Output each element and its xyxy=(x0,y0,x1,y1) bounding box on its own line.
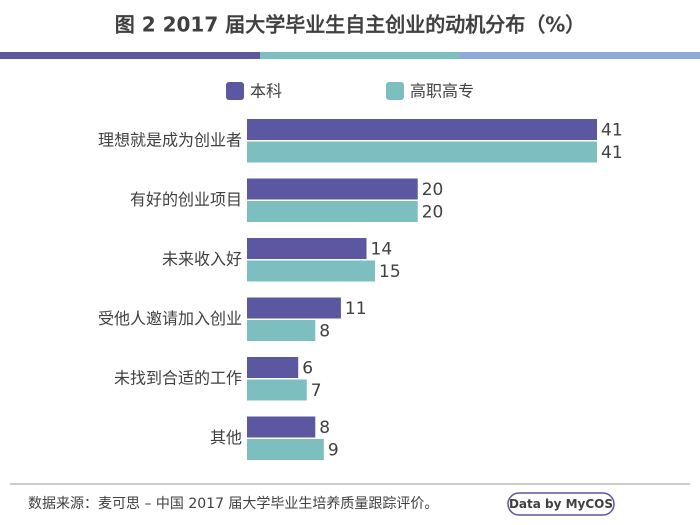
bar xyxy=(247,238,367,259)
bar xyxy=(247,439,324,460)
bar xyxy=(247,416,316,438)
title-stripe xyxy=(260,52,460,59)
title-stripe xyxy=(0,52,260,59)
category-label: 其他 xyxy=(210,428,242,447)
value-label: 20 xyxy=(422,203,444,223)
value-label: 14 xyxy=(371,240,393,260)
value-label: 41 xyxy=(601,121,623,141)
bar xyxy=(247,201,418,222)
value-label: 8 xyxy=(319,418,330,438)
bar xyxy=(247,297,341,319)
bar xyxy=(247,260,376,282)
title-stripe xyxy=(460,52,700,59)
value-label: 15 xyxy=(379,262,401,282)
bar xyxy=(247,357,299,378)
source-note: 数据来源：麦可思 – 中国 2017 届大学毕业生培养质量跟踪评价。 xyxy=(28,496,438,512)
bar xyxy=(247,119,597,140)
value-label: 9 xyxy=(328,441,339,461)
category-label: 未来收入好 xyxy=(162,250,242,269)
category-label: 理想就是成为创业者 xyxy=(98,131,242,150)
legend-swatch xyxy=(226,82,244,100)
legend-label: 本科 xyxy=(250,82,282,101)
category-label: 受他人邀请加入创业 xyxy=(98,309,242,328)
value-label: 7 xyxy=(311,381,322,401)
bar xyxy=(247,141,597,163)
value-label: 41 xyxy=(601,143,623,163)
value-label: 8 xyxy=(319,322,330,342)
value-label: 20 xyxy=(422,180,444,200)
value-label: 11 xyxy=(345,299,367,319)
value-label: 6 xyxy=(302,359,313,379)
legend-swatch xyxy=(386,82,404,100)
category-label: 有好的创业项目 xyxy=(130,190,242,209)
bar xyxy=(247,320,316,341)
badge-text: Data by MyCOS xyxy=(509,497,613,511)
bar xyxy=(247,178,418,200)
badge xyxy=(507,492,615,516)
legend-label: 高职高专 xyxy=(410,82,474,101)
category-label: 未找到合适的工作 xyxy=(114,369,242,388)
bar xyxy=(247,379,307,401)
chart-title: 图 2 2017 届大学毕业生自主创业的动机分布（%） xyxy=(115,13,586,37)
